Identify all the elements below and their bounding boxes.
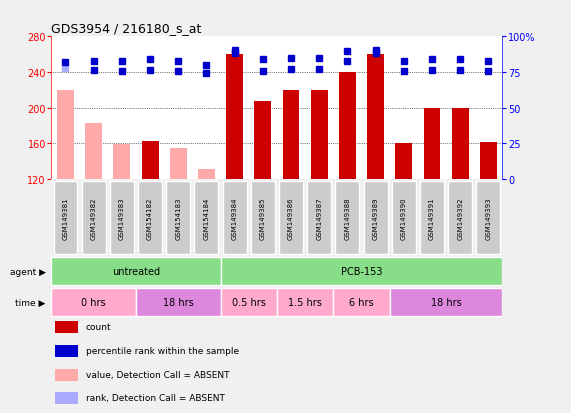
FancyBboxPatch shape [279, 181, 303, 254]
Bar [142, 141, 159, 180]
Text: GSM149382: GSM149382 [91, 197, 96, 239]
FancyBboxPatch shape [166, 181, 190, 254]
Bar [85, 123, 102, 180]
Text: value, Detection Call = ABSENT: value, Detection Call = ABSENT [86, 370, 229, 379]
Text: GSM149386: GSM149386 [288, 197, 294, 239]
FancyBboxPatch shape [54, 181, 78, 254]
Bar [198, 170, 215, 180]
Bar [395, 144, 412, 180]
Bar [311, 90, 328, 180]
Bar [57, 90, 74, 180]
Text: 6 hrs: 6 hrs [349, 297, 374, 308]
Bar [367, 55, 384, 180]
Text: rank, Detection Call = ABSENT: rank, Detection Call = ABSENT [86, 394, 224, 402]
Text: GSM154182: GSM154182 [147, 197, 153, 239]
Bar [226, 55, 243, 180]
FancyBboxPatch shape [110, 181, 134, 254]
Text: GDS3954 / 216180_s_at: GDS3954 / 216180_s_at [51, 21, 202, 35]
FancyBboxPatch shape [364, 181, 388, 254]
Text: GSM149383: GSM149383 [119, 197, 125, 239]
FancyBboxPatch shape [138, 181, 162, 254]
FancyBboxPatch shape [390, 289, 502, 316]
Bar [283, 90, 300, 180]
Text: GSM154184: GSM154184 [203, 197, 210, 239]
Text: GSM154183: GSM154183 [175, 197, 181, 239]
FancyBboxPatch shape [82, 181, 106, 254]
FancyBboxPatch shape [392, 181, 416, 254]
Bar [114, 145, 130, 180]
FancyBboxPatch shape [277, 289, 333, 316]
Bar [452, 108, 469, 180]
Text: GSM149391: GSM149391 [429, 197, 435, 239]
Text: GSM149387: GSM149387 [316, 197, 322, 239]
Bar [424, 108, 440, 180]
Text: GSM149389: GSM149389 [373, 197, 379, 239]
FancyBboxPatch shape [420, 181, 444, 254]
FancyBboxPatch shape [448, 181, 472, 254]
Bar [480, 142, 497, 180]
Text: GSM149385: GSM149385 [260, 197, 266, 239]
Text: GSM149390: GSM149390 [401, 197, 407, 239]
Bar [339, 73, 356, 180]
Text: 1.5 hrs: 1.5 hrs [288, 297, 322, 308]
Text: GSM149388: GSM149388 [344, 197, 351, 239]
FancyBboxPatch shape [476, 181, 500, 254]
Text: GSM149392: GSM149392 [457, 197, 463, 239]
FancyBboxPatch shape [307, 181, 331, 254]
Bar [170, 149, 187, 180]
FancyBboxPatch shape [51, 258, 220, 285]
Text: GSM149381: GSM149381 [62, 197, 69, 239]
Text: 18 hrs: 18 hrs [431, 297, 461, 308]
FancyBboxPatch shape [195, 181, 219, 254]
Bar [55, 322, 78, 333]
FancyBboxPatch shape [220, 289, 277, 316]
FancyBboxPatch shape [220, 258, 502, 285]
FancyBboxPatch shape [335, 181, 359, 254]
Bar [55, 345, 78, 357]
FancyBboxPatch shape [51, 289, 136, 316]
FancyBboxPatch shape [223, 181, 247, 254]
Text: count: count [86, 323, 111, 332]
Text: 0 hrs: 0 hrs [81, 297, 106, 308]
Text: GSM149384: GSM149384 [232, 197, 238, 239]
FancyBboxPatch shape [333, 289, 390, 316]
FancyBboxPatch shape [251, 181, 275, 254]
Text: GSM149393: GSM149393 [485, 197, 492, 239]
Text: PCB-153: PCB-153 [341, 266, 382, 277]
FancyBboxPatch shape [136, 289, 220, 316]
Bar [255, 102, 271, 180]
Text: 18 hrs: 18 hrs [163, 297, 194, 308]
Bar [55, 369, 78, 381]
Text: 0.5 hrs: 0.5 hrs [232, 297, 266, 308]
Text: percentile rank within the sample: percentile rank within the sample [86, 346, 239, 355]
Bar [55, 392, 78, 404]
Text: time ▶: time ▶ [15, 298, 46, 307]
Text: agent ▶: agent ▶ [10, 267, 46, 276]
Text: untreated: untreated [112, 266, 160, 277]
